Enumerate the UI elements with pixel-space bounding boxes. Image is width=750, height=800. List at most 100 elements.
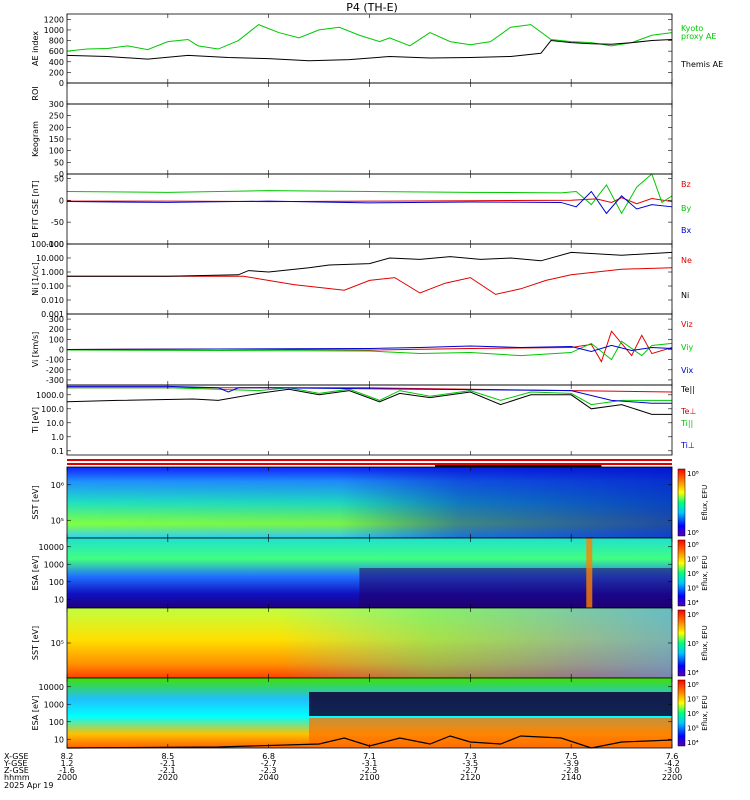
y-tick-label-esa-ions: 10 — [54, 595, 64, 604]
legend-Bz: Bz — [681, 180, 691, 189]
series-line-Bx — [66, 190, 673, 215]
mode-bar-red — [67, 463, 672, 465]
series-line-Ne — [67, 267, 673, 295]
colorbar-tick-sst-ions: 10⁸ — [687, 470, 699, 478]
y-tick-label-sst-ions: 10⁵ — [51, 516, 64, 525]
footer-tick-x: 7.5 — [565, 752, 578, 761]
colorbar-tick-esa-ions: 10⁷ — [687, 556, 699, 564]
mode-bar-black — [435, 465, 602, 467]
footer-tick-z: -2.3 — [261, 766, 277, 775]
y-tick-label-temperature: 10.0 — [46, 419, 64, 428]
colorbar-tick-esa-electrons: 10⁶ — [687, 710, 699, 718]
colorbar-tick-esa-ions: 10⁴ — [687, 599, 699, 607]
heatmap-overlay-sst-electrons — [67, 608, 672, 678]
y-tick-label-density: 10.000 — [36, 254, 64, 263]
y-tick-label-esa-electrons: 10000 — [39, 683, 64, 692]
y-tick-label-bfgm: 0 — [59, 196, 64, 205]
y-axis-label-keogram: Keogram — [31, 121, 40, 157]
y-tick-label-velocity: 200 — [49, 325, 64, 334]
legend-Viz: Viz — [681, 320, 693, 329]
y-tick-label-keogram: 250 — [49, 112, 64, 121]
series-line-Ti⊥ — [67, 385, 672, 404]
footer-tick-t: 2200 — [662, 773, 682, 782]
y-axis-label-roi: ROI — [31, 86, 40, 100]
footer-tick-z: -2.1 — [160, 766, 176, 775]
footer-tick-t: 2020 — [158, 773, 178, 782]
colorbar-label-esa-ions: Eflux, EFU — [701, 555, 709, 590]
colorbar-tick-esa-electrons: 10⁸ — [687, 681, 699, 689]
footer-tick-x: 8.2 — [61, 752, 74, 761]
y-tick-label-keogram: 50 — [54, 158, 64, 167]
y-tick-label-density: 0.100 — [41, 282, 64, 291]
footer-tick-t: 2120 — [460, 773, 480, 782]
y-tick-label-esa-ions: 10000 — [39, 543, 64, 552]
legend-Bx: Bx — [681, 226, 691, 235]
y-tick-label-temperature: 1000.0 — [36, 391, 64, 400]
series-line-Kyoto-proxy-AE — [66, 24, 673, 52]
legend-Ti||: Ti|| — [680, 419, 693, 428]
plot-title: P4 (TH-E) — [346, 1, 398, 14]
legend-Viy: Viy — [681, 343, 694, 352]
colorbar-tick-sst-electrons: 10⁶ — [687, 611, 699, 619]
footer-tick-t: 2100 — [359, 773, 379, 782]
y-tick-label-density: 100.000 — [31, 240, 64, 249]
footer-tick-t: 2040 — [258, 773, 278, 782]
footer-tick-y: -2.1 — [160, 759, 176, 768]
footer-tick-x: 7.6 — [666, 752, 679, 761]
y-tick-label-density: 1.000 — [41, 268, 64, 277]
y-tick-label-temperature: 1.0 — [51, 433, 64, 442]
footer-tick-z: -3.0 — [664, 766, 680, 775]
colorbar-tick-esa-electrons: 10⁴ — [687, 739, 699, 747]
footer-label-hhmm: hhmm — [4, 773, 30, 782]
legend-label: Themis AE — [680, 60, 723, 69]
y-tick-label-keogram: 200 — [49, 123, 64, 132]
y-tick-label-bfgm: -100 — [46, 240, 64, 249]
heatmap-bright-stripe — [586, 538, 593, 608]
y-tick-label-ae: 600 — [49, 47, 64, 56]
footer-tick-y: -4.2 — [664, 759, 680, 768]
legend-Vix: Vix — [681, 366, 694, 375]
y-tick-label-temperature: 100.0 — [41, 405, 64, 414]
series-line-Viy — [66, 340, 673, 361]
y-tick-label-sst-ions: 10⁶ — [51, 481, 64, 490]
footer-tick-t: 2140 — [561, 773, 581, 782]
footer-tick-z: -2.7 — [463, 766, 479, 775]
footer-orbit-labels: X-GSE Y-GSE Z-GSE hhmm 2025 Apr 19 8.21.… — [3, 752, 682, 790]
y-axis-label-sst-electrons: SST [eV] — [31, 626, 40, 660]
panel-frame-ae — [66, 13, 673, 84]
y-tick-label-keogram: 100 — [49, 147, 64, 156]
y-tick-label-esa-ions: 100 — [49, 578, 64, 587]
colorbar-tick-sst-electrons: 10⁵ — [687, 640, 699, 648]
footer-label-z: Z-GSE — [4, 766, 29, 775]
legend-By: By — [681, 204, 691, 213]
series-line-Themis-AE — [66, 38, 673, 62]
series-line-By — [66, 173, 673, 215]
colorbar-label-sst-electrons: Eflux, EFU — [701, 625, 709, 660]
colorbar-sst-ions — [677, 468, 686, 537]
footer-tick-x: 7.3 — [464, 752, 477, 761]
y-tick-label-density: 0.010 — [41, 296, 64, 305]
y-tick-label-esa-electrons: 10 — [54, 735, 64, 744]
y-tick-label-bfgm: -50 — [51, 218, 64, 227]
y-tick-label-ae: 400 — [49, 58, 64, 67]
y-axis-label-velocity: Vi [km/s] — [31, 332, 40, 368]
footer-tick-x: 6.8 — [262, 752, 275, 761]
y-axis-label-temperature: Ti [eV] — [31, 407, 40, 434]
y-axis-label-ae: AE index — [31, 31, 40, 66]
y-tick-label-ae: 800 — [49, 37, 64, 46]
legend-Ni: Ni — [681, 291, 689, 300]
panel-frame-bfgm — [66, 173, 673, 245]
footer-tick-t: 2000 — [57, 773, 77, 782]
footer-tick-y: -3.9 — [563, 759, 579, 768]
y-tick-label-ae: 0 — [59, 79, 64, 88]
footer-tick-y: -3.5 — [463, 759, 479, 768]
legend-Ne: Ne — [681, 256, 692, 265]
y-tick-label-ae: 1000 — [44, 26, 64, 35]
series-line-Ni — [67, 251, 673, 277]
legend-Te⊥: Te⊥ — [680, 407, 696, 416]
footer-date: 2025 Apr 19 — [4, 781, 53, 790]
y-tick-label-temperature: 0.1 — [51, 447, 64, 456]
y-tick-label-velocity: 300 — [49, 315, 64, 324]
